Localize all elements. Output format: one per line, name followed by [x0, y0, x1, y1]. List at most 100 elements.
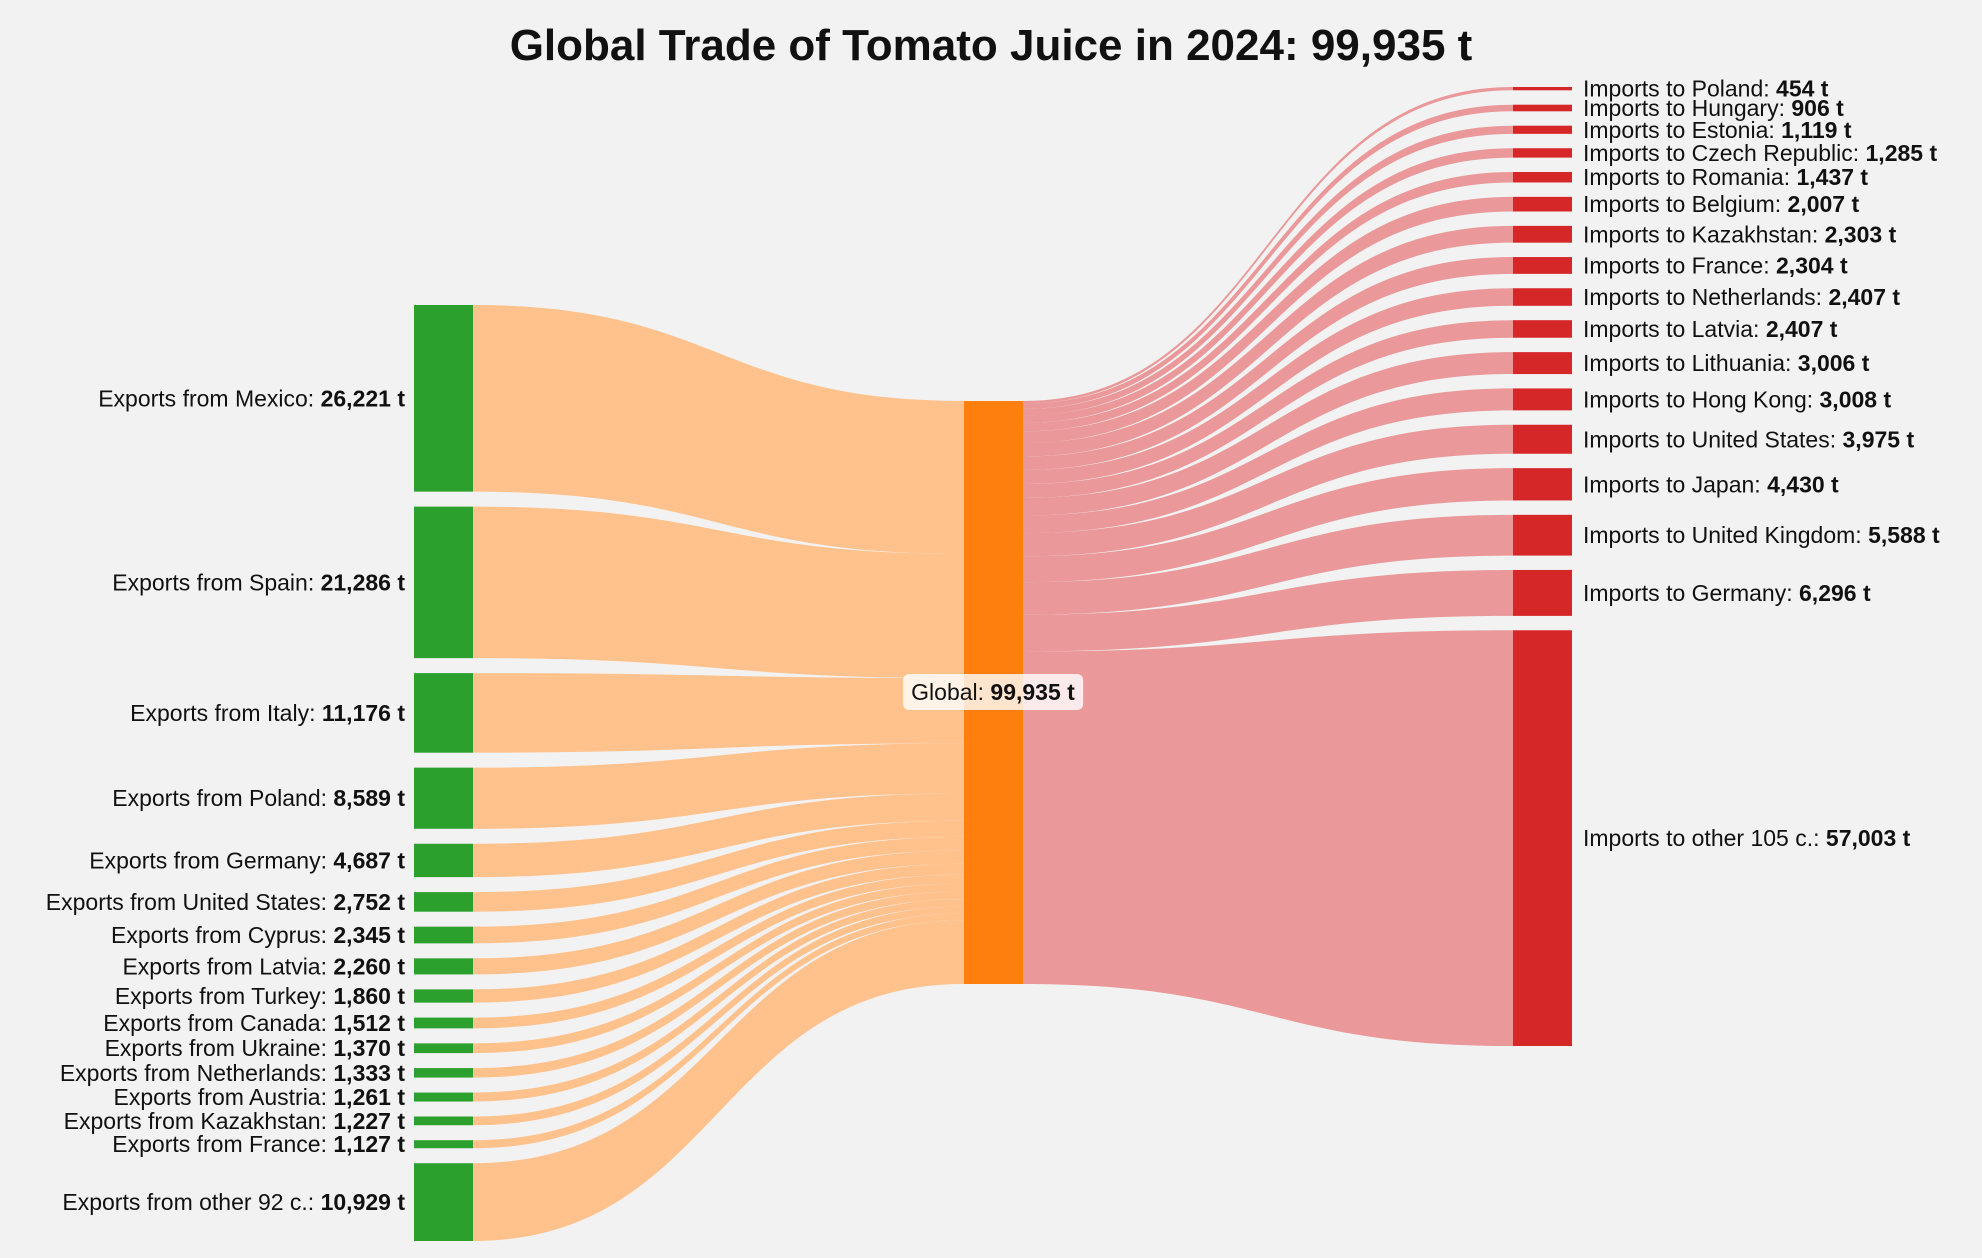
link-imports-to-poland [1023, 87, 1513, 404]
global-label-box [903, 674, 1084, 710]
node-exports-from-ukraine [414, 1043, 473, 1054]
link-imports-to-lithuania [1023, 352, 1513, 516]
label-exports-from-united-states: Exports from United States: 2,752 t [46, 889, 406, 915]
node-imports-to-other-105-c [1513, 630, 1572, 1046]
label-imports-to-estonia: Imports to Estonia: 1,119 t [1583, 117, 1852, 143]
link-imports-to-hong-kong [1023, 388, 1513, 534]
label-exports-from-germany: Exports from Germany: 4,687 t [89, 847, 405, 873]
node-exports-from-netherlands [414, 1068, 473, 1078]
node-exports-from-austria [414, 1092, 473, 1102]
link-exports-from-ukraine [473, 883, 964, 1054]
link-exports-from-poland [473, 743, 964, 829]
node-exports-from-italy [414, 673, 473, 753]
label-exports-from-canada: Exports from Canada: 1,512 t [103, 1010, 405, 1036]
node-imports-to-japan [1513, 468, 1572, 501]
label-exports-from-ukraine: Exports from Ukraine: 1,370 t [105, 1035, 406, 1061]
label-exports-from-turkey: Exports from Turkey: 1,860 t [115, 983, 406, 1009]
label-imports-to-romania: Imports to Romania: 1,437 t [1583, 164, 1868, 190]
label-exports-from-spain: Exports from Spain: 21,286 t [112, 569, 405, 595]
node-imports-to-romania [1513, 171, 1572, 183]
node-imports-to-united-states [1513, 424, 1572, 454]
link-exports-from-spain [473, 506, 964, 679]
source-links [473, 305, 964, 1241]
node-imports-to-hungary [1513, 104, 1572, 112]
node-exports-from-mexico [414, 305, 473, 492]
node-exports-from-turkey [414, 989, 473, 1003]
node-imports-to-latvia [1513, 320, 1572, 338]
link-exports-from-kazakhstan [473, 906, 964, 1126]
label-exports-from-poland: Exports from Poland: 8,589 t [112, 785, 405, 811]
label-exports-from-latvia: Exports from Latvia: 2,260 t [122, 953, 405, 979]
label-imports-to-hungary: Imports to Hungary: 906 t [1583, 95, 1844, 121]
node-exports-from-france [414, 1140, 473, 1149]
label-imports-to-france: Imports to France: 2,304 t [1583, 252, 1848, 278]
label-imports-to-belgium: Imports to Belgium: 2,007 t [1583, 191, 1859, 217]
link-exports-from-germany [473, 793, 964, 878]
link-imports-to-germany [1023, 569, 1513, 652]
link-imports-to-netherlands [1023, 288, 1513, 484]
label-imports-to-united-states: Imports to United States: 3,975 t [1583, 426, 1914, 452]
link-imports-to-france [1023, 257, 1513, 470]
label-imports-to-lithuania: Imports to Lithuania: 3,006 t [1583, 350, 1870, 376]
link-exports-from-canada [473, 874, 964, 1029]
node-imports-to-belgium [1513, 196, 1572, 212]
label-exports-from-italy: Exports from Italy: 11,176 t [130, 700, 405, 726]
node-exports-from-latvia [414, 958, 473, 975]
link-exports-from-other-92-c [473, 920, 964, 1241]
label-imports-to-latvia: Imports to Latvia: 2,407 t [1583, 316, 1838, 342]
link-exports-from-austria [473, 899, 964, 1102]
link-exports-from-turkey [473, 863, 964, 1003]
node-imports-to-hong-kong [1513, 388, 1572, 411]
link-imports-to-hungary [1023, 104, 1513, 409]
labels: Exports from Mexico: 26,221 t Exports fro… [46, 76, 1940, 1215]
node-imports-to-kazakhstan [1513, 225, 1572, 243]
label-exports-from-other-92-c: Exports from other 92 c.: 10,929 t [62, 1189, 405, 1215]
label-imports-to-japan: Imports to Japan: 4,430 t [1583, 471, 1839, 497]
node-exports-from-kazakhstan [414, 1116, 473, 1126]
link-imports-to-united-states [1023, 424, 1513, 557]
label-exports-from-netherlands: Exports from Netherlands: 1,333 t [60, 1060, 406, 1086]
label-exports-from-kazakhstan: Exports from Kazakhstan: 1,227 t [64, 1108, 406, 1134]
link-exports-from-france [473, 913, 964, 1149]
label-imports-to-kazakhstan: Imports to Kazakhstan: 2,303 t [1583, 221, 1897, 247]
link-imports-to-romania [1023, 171, 1513, 432]
node-exports-from-united-states [414, 892, 473, 912]
link-exports-from-mexico [473, 305, 964, 554]
link-imports-to-latvia [1023, 320, 1513, 499]
label-exports-from-mexico: Exports from Mexico: 26,221 t [98, 385, 405, 411]
label-global: Global: 99,935 t [911, 679, 1075, 705]
node-imports-to-poland [1513, 87, 1572, 91]
link-exports-from-latvia [473, 850, 964, 975]
link-exports-from-netherlands [473, 891, 964, 1078]
link-exports-from-united-states [473, 820, 964, 912]
link-exports-from-cyprus [473, 836, 964, 944]
node-exports-from-cyprus [414, 926, 473, 944]
label-exports-from-cyprus: Exports from Cyprus: 2,345 t [111, 922, 405, 948]
link-imports-to-united-kingdom [1023, 514, 1513, 615]
node-exports-from-canada [414, 1017, 473, 1029]
label-imports-to-hong-kong: Imports to Hong Kong: 3,008 t [1583, 386, 1891, 412]
node-exports-from-other-92-c [414, 1163, 473, 1241]
node-exports-from-spain [414, 506, 473, 659]
label-imports-to-other-105-c: Imports to other 105 c.: 57,003 t [1583, 825, 1911, 851]
node-imports-to-united-kingdom [1513, 514, 1572, 556]
node-exports-from-germany [414, 843, 473, 878]
label-exports-from-france: Exports from France: 1,127 t [112, 1131, 405, 1157]
link-imports-to-kazakhstan [1023, 225, 1513, 457]
nodes [414, 87, 1572, 1241]
chart-title: Global Trade of Tomato Juice in 2024: 99… [510, 21, 1473, 70]
link-imports-to-czech-republic [1023, 148, 1513, 423]
node-imports-to-germany [1513, 569, 1572, 616]
label-imports-to-czech-republic: Imports to Czech Republic: 1,285 t [1583, 140, 1937, 166]
node-exports-from-poland [414, 767, 473, 829]
node-imports-to-lithuania [1513, 352, 1572, 375]
label-imports-to-germany: Imports to Germany: 6,296 t [1583, 580, 1871, 606]
label-imports-to-netherlands: Imports to Netherlands: 2,407 t [1583, 284, 1900, 310]
label-imports-to-united-kingdom: Imports to United Kingdom: 5,588 t [1583, 522, 1940, 548]
link-imports-to-japan [1023, 468, 1513, 583]
link-imports-to-other-105-c [1023, 630, 1513, 1046]
link-imports-to-estonia [1023, 125, 1513, 416]
link-imports-to-belgium [1023, 196, 1513, 444]
label-imports-to-poland: Imports to Poland: 454 t [1583, 76, 1829, 102]
